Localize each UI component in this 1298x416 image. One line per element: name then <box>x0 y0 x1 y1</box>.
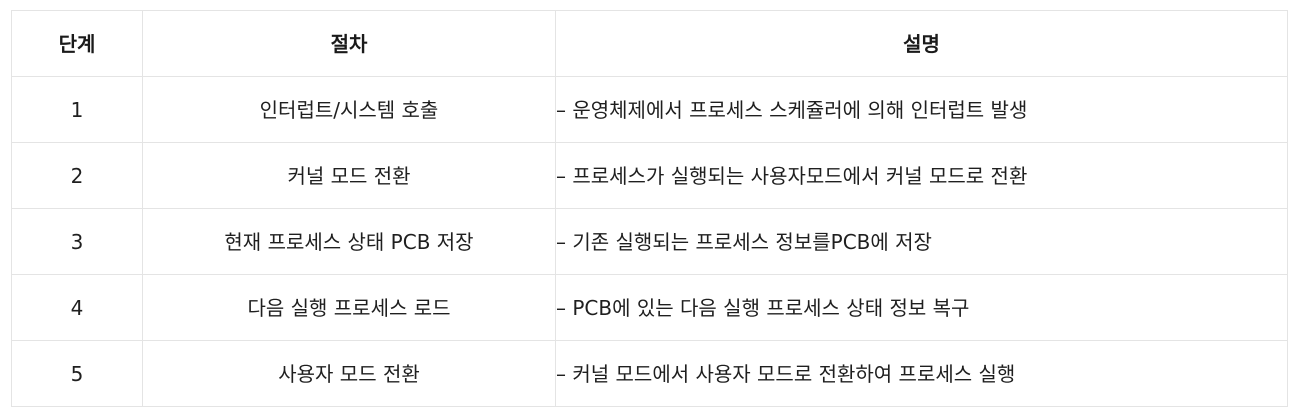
table-row: 3 현재 프로세스 상태 PCB 저장 – 기존 실행되는 프로세스 정보를PC… <box>11 208 1288 275</box>
table-row: 4 다음 실행 프로세스 로드 – PCB에 있는 다음 실행 프로세스 상태 … <box>11 274 1288 341</box>
step-cell: 1 <box>11 76 143 143</box>
procedure-cell: 현재 프로세스 상태 PCB 저장 <box>142 208 556 275</box>
header-description: 설명 <box>555 10 1288 77</box>
table-row: 2 커널 모드 전환 – 프로세스가 실행되는 사용자모드에서 커널 모드로 전… <box>11 142 1288 209</box>
table-row: 1 인터럽트/시스템 호출 – 운영체제에서 프로세스 스케쥴러에 의해 인터럽… <box>11 76 1288 143</box>
procedure-cell: 다음 실행 프로세스 로드 <box>142 274 556 341</box>
description-cell: – PCB에 있는 다음 실행 프로세스 상태 정보 복구 <box>555 274 1288 341</box>
step-cell: 3 <box>11 208 143 275</box>
table-header: 단계 절차 설명 <box>11 10 1288 77</box>
table-body: 1 인터럽트/시스템 호출 – 운영체제에서 프로세스 스케쥴러에 의해 인터럽… <box>11 76 1288 407</box>
procedure-cell: 인터럽트/시스템 호출 <box>142 76 556 143</box>
step-cell: 2 <box>11 142 143 209</box>
description-cell: – 운영체제에서 프로세스 스케쥴러에 의해 인터럽트 발생 <box>555 76 1288 143</box>
header-row: 단계 절차 설명 <box>11 10 1288 77</box>
description-cell: – 프로세스가 실행되는 사용자모드에서 커널 모드로 전환 <box>555 142 1288 209</box>
step-cell: 4 <box>11 274 143 341</box>
procedure-cell: 커널 모드 전환 <box>142 142 556 209</box>
context-switch-table: 단계 절차 설명 1 인터럽트/시스템 호출 – 운영체제에서 프로세스 스케쥴… <box>11 10 1288 407</box>
table-row: 5 사용자 모드 전환 – 커널 모드에서 사용자 모드로 전환하여 프로세스 … <box>11 340 1288 407</box>
step-cell: 5 <box>11 340 143 407</box>
procedure-cell: 사용자 모드 전환 <box>142 340 556 407</box>
header-step: 단계 <box>11 10 143 77</box>
description-cell: – 기존 실행되는 프로세스 정보를PCB에 저장 <box>555 208 1288 275</box>
description-cell: – 커널 모드에서 사용자 모드로 전환하여 프로세스 실행 <box>555 340 1288 407</box>
header-procedure: 절차 <box>142 10 556 77</box>
